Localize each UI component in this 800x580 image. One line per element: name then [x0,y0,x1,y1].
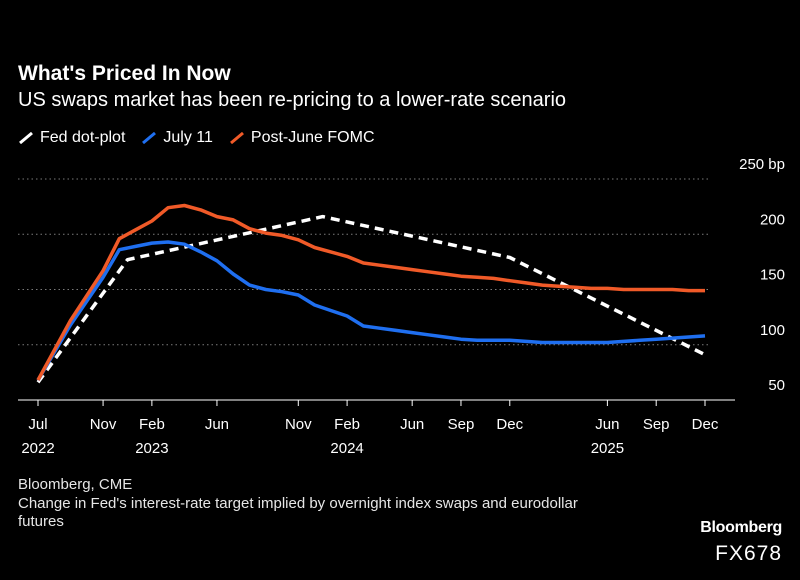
x-tick-label: Jun [400,416,424,433]
legend-label: July 11 [163,129,213,146]
legend-label: Post-June FOMC [250,129,375,146]
x-year-label: 2024 [330,440,363,457]
legend-label: Fed dot-plot [40,129,126,146]
chart-note: Change in Fed's interest-rate target imp… [18,495,578,530]
x-tick-label: Sep [643,416,670,433]
legend-swatch-july-11 [142,132,157,144]
x-tick-label: Nov [285,416,312,433]
x-tick-label: Dec [496,416,523,433]
x-tick-label: Feb [139,416,165,433]
x-tick-label: Feb [334,416,360,433]
source-text: Bloomberg, CME [18,476,133,493]
legend: Fed dot-plot July 11 Post-June FOMC [18,129,385,147]
y-tick-label: 50 [768,377,785,394]
bloomberg-logo: Bloomberg [700,519,782,536]
x-tick-label: Jul [28,416,47,433]
x-tick-label: Jun [595,416,619,433]
chart-title: What's Priced In Now [18,62,231,85]
series-line-july-11 [36,240,706,381]
x-year-label: 2022 [21,440,54,457]
legend-item-july-11: July 11 [141,129,213,147]
x-tick-label: Jun [205,416,229,433]
series-line-fed-dot-plot [36,214,706,384]
legend-swatch-post-june-fomc [229,132,244,144]
line-chart: 250 bp 200 150 100 50 Jul Nov Feb Jun Nov Feb Jun Se… [18,156,785,457]
x-year-label: 2025 [591,440,624,457]
legend-swatch-fed-dot-plot [19,132,33,144]
x-tick-label: Dec [692,416,719,433]
y-tick-label: 100 [760,322,785,339]
series-line-post-june-fomc [36,203,705,381]
x-tick-label: Nov [90,416,117,433]
x-tick-label: Sep [448,416,475,433]
y-tick-label: 150 [760,267,785,284]
chart-subtitle: US swaps market has been re-pricing to a… [18,89,567,111]
y-tick-label: 200 [760,211,785,228]
watermark-code: FX678 [715,542,782,565]
legend-item-post-june-fomc: Post-June FOMC [229,129,375,147]
x-year-label: 2023 [135,440,168,457]
legend-item-fed-dot-plot: Fed dot-plot [18,129,125,147]
y-tick-label: 250 bp [739,156,785,173]
